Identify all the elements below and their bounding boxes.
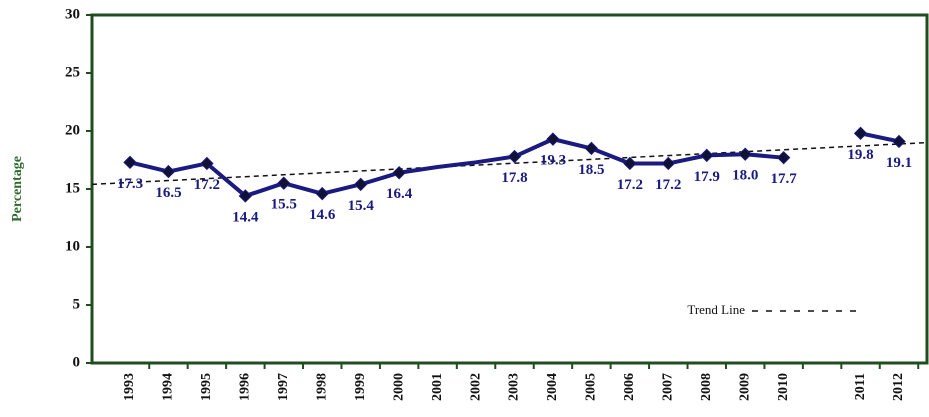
- trend-line: [91, 141, 928, 186]
- data-point: [200, 156, 214, 171]
- x-tick-label: 2008: [699, 373, 714, 401]
- x-tick-label: 1999: [353, 373, 368, 401]
- data-point: [584, 141, 599, 156]
- x-tick-label: 2010: [776, 373, 791, 401]
- y-tick-label: 25: [65, 64, 80, 80]
- data-point: [315, 186, 329, 201]
- data-label: 17.8: [501, 170, 527, 186]
- x-tick-label: 2012: [891, 373, 906, 401]
- data-point: [776, 150, 791, 165]
- data-label: 17.2: [617, 177, 643, 193]
- data-point: [277, 176, 291, 190]
- x-tick-label: 2004: [545, 373, 560, 401]
- data-label: 14.6: [309, 207, 336, 223]
- data-label: 18.5: [578, 162, 604, 178]
- y-tick-label: 20: [65, 122, 80, 138]
- x-tick-label: 2011: [853, 373, 868, 400]
- data-point: [353, 177, 368, 192]
- x-tick-label: 2000: [391, 373, 406, 401]
- data-label: 17.2: [655, 177, 681, 193]
- data-label: 17.9: [694, 169, 720, 185]
- data-point: [507, 149, 522, 164]
- data-label: 15.5: [271, 197, 297, 213]
- data-point: [892, 134, 906, 149]
- y-tick-label: 30: [65, 6, 80, 22]
- y-tick-label: 5: [73, 296, 81, 312]
- x-tick-label: 2007: [661, 373, 676, 401]
- data-point: [623, 156, 637, 171]
- data-label: 17.7: [771, 171, 798, 187]
- data-label: 18.0: [732, 168, 758, 184]
- data-label: 16.5: [155, 185, 181, 201]
- data-line: [860, 131, 900, 144]
- data-label: 19.1: [886, 155, 912, 171]
- data-point: [123, 155, 137, 170]
- data-label: 14.4: [232, 209, 259, 225]
- data-point: [661, 156, 676, 171]
- x-tick-label: 1995: [199, 373, 214, 401]
- y-tick-label: 0: [73, 354, 81, 370]
- data-point: [546, 132, 560, 146]
- y-axis-label: Percentage: [10, 156, 25, 222]
- y-tick-label: 10: [65, 238, 80, 254]
- x-tick-label: 2005: [584, 373, 599, 401]
- legend-label: Trend Line: [687, 302, 745, 317]
- data-point: [738, 147, 752, 161]
- x-tick-label: 1993: [122, 373, 137, 401]
- data-point: [700, 148, 714, 163]
- y-tick-label: 15: [65, 180, 80, 196]
- data-label: 17.2: [194, 177, 220, 193]
- x-tick-label: 1996: [238, 373, 253, 401]
- x-tick-label: 2006: [622, 373, 637, 401]
- x-tick-label: 1994: [161, 373, 176, 401]
- x-tick-label: 1998: [314, 373, 329, 401]
- data-label: 16.4: [386, 186, 413, 202]
- x-tick-label: 1997: [276, 373, 291, 401]
- data-label: 15.4: [348, 198, 375, 214]
- data-label: 19.3: [540, 153, 566, 169]
- x-tick-label: 2002: [468, 373, 483, 401]
- data-point: [238, 189, 253, 203]
- data-point: [161, 164, 176, 179]
- data-point: [853, 126, 868, 141]
- data-point: [392, 166, 406, 180]
- x-tick-label: 2009: [737, 373, 752, 401]
- x-tick-label: 2001: [430, 373, 445, 401]
- data-label: 19.8: [847, 147, 873, 163]
- data-line: [129, 137, 784, 198]
- x-tick-label: 2003: [507, 373, 522, 401]
- data-label: 17.3: [117, 176, 143, 192]
